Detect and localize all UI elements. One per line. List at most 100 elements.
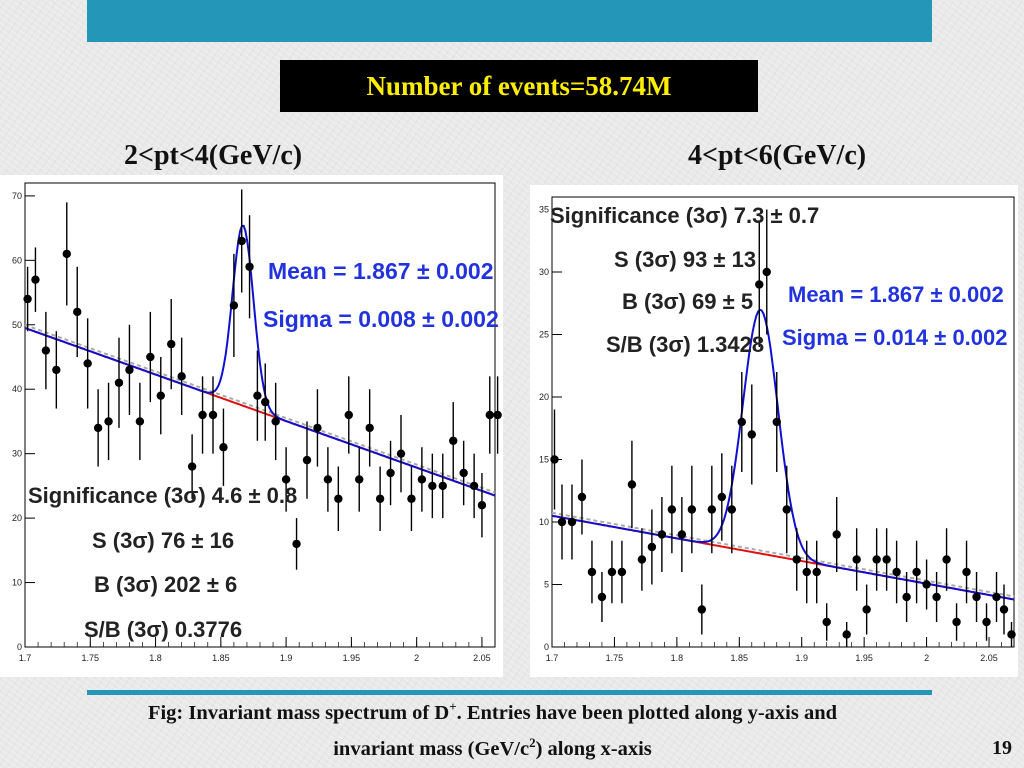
data-point	[962, 567, 971, 577]
data-point	[93, 423, 103, 433]
data-point	[253, 391, 262, 400]
total-fit-line	[24, 224, 496, 497]
x-tick-label: 1.75	[82, 653, 100, 663]
data-point	[167, 339, 176, 349]
x-tick-label: 1.95	[343, 653, 361, 663]
x-tick-label: 1.85	[731, 653, 749, 663]
data-point	[245, 262, 254, 271]
data-point	[313, 423, 322, 433]
stat-sb-right: S/B (3σ) 1.3428	[606, 332, 764, 357]
data-point	[812, 567, 821, 577]
stat-b-right: B (3σ) 69 ± 5	[622, 289, 753, 314]
data-point	[83, 359, 92, 368]
data-point	[219, 443, 228, 452]
y-tick-label: 10	[539, 517, 549, 527]
reference-fit-line	[551, 511, 1015, 598]
y-tick-label: 60	[12, 255, 22, 265]
stat-sb-left: S/B (3σ) 0.3776	[84, 617, 242, 642]
data-point	[459, 468, 468, 478]
y-tick-label: 5	[544, 580, 549, 590]
data-point	[237, 236, 246, 246]
data-point	[597, 592, 607, 602]
data-point	[772, 417, 781, 427]
data-point	[271, 417, 280, 426]
caption-line2-a: invariant mass (GeV/c	[333, 737, 530, 760]
data-point	[355, 475, 364, 484]
data-point	[438, 481, 447, 491]
data-point	[135, 417, 145, 426]
data-point	[292, 539, 301, 549]
page-number: 19	[992, 737, 1012, 759]
x-tick-label: 1.9	[280, 653, 293, 663]
stat-significance-right: Significance (3σ) 7.3 ± 0.7	[550, 203, 819, 228]
data-point	[782, 505, 791, 514]
data-point	[323, 475, 333, 484]
data-point	[417, 475, 427, 484]
data-point	[627, 480, 637, 489]
x-tick-label: 1.7	[19, 653, 32, 663]
data-point	[617, 567, 627, 577]
data-point	[717, 492, 727, 502]
x-tick-label: 1.75	[606, 653, 624, 663]
data-point	[647, 542, 657, 552]
data-point	[407, 494, 416, 503]
x-tick-label: 1.8	[149, 653, 162, 663]
data-point	[942, 555, 951, 564]
data-point	[687, 505, 697, 514]
data-point	[344, 410, 353, 420]
data-point	[657, 530, 667, 539]
chart-panel-left: 1.7 1.75 1.8 1.85 1.9 1.95 2 2.05 0 10 20 30 40 50 60 7…	[0, 175, 503, 677]
data-point	[198, 410, 207, 420]
data-point	[41, 346, 51, 355]
stat-mean-left: Mean = 1.867 ± 0.002	[268, 258, 494, 284]
y-tick-label: 50	[12, 320, 22, 330]
data-point	[493, 410, 502, 420]
data-point	[637, 555, 647, 564]
x-tick-label: 2	[924, 653, 929, 663]
chart-panel-right: 1.7 1.75 1.8 1.85 1.9 1.95 2 2.05 0 5 10 15 20 25 30 35…	[530, 185, 1018, 677]
bin-label-right: 4<pt<6(GeV/c)	[688, 140, 867, 171]
data-point	[999, 605, 1009, 614]
data-point	[762, 267, 771, 277]
data-point	[365, 423, 374, 433]
data-point	[822, 617, 831, 627]
y-tick-label: 25	[539, 330, 549, 340]
data-point	[557, 517, 567, 527]
data-point	[577, 492, 587, 502]
data-point	[52, 365, 61, 375]
caption-line2-sup: 2	[529, 734, 536, 750]
data-point	[302, 455, 312, 465]
data-point	[177, 372, 186, 381]
data-point	[334, 494, 343, 503]
y-tick-label: 20	[12, 513, 22, 523]
data-point	[697, 605, 707, 614]
data-point	[567, 517, 577, 527]
data-point	[852, 555, 861, 564]
x-tick-label: 1.8	[671, 653, 684, 663]
chart-right: 1.7 1.75 1.8 1.85 1.9 1.95 2 2.05 0 5 10 15 20 25 30 35…	[539, 196, 1016, 663]
stat-b-left: B (3σ) 202 ± 6	[94, 572, 237, 597]
x-tick-label: 1.95	[855, 653, 873, 663]
x-tick-label: 2.05	[980, 653, 998, 663]
data-point	[932, 592, 941, 602]
stat-sigma-left: Sigma = 0.008 ± 0.002	[263, 306, 499, 332]
y-tick-label: 35	[539, 205, 549, 215]
stat-mean-right: Mean = 1.867 ± 0.002	[788, 282, 1004, 307]
data-point	[73, 307, 82, 317]
events-title: Number of events=58.74M	[280, 60, 758, 112]
data-point	[386, 468, 395, 478]
data-point	[485, 410, 494, 420]
stat-s-right: S (3σ) 93 ± 13	[614, 247, 756, 272]
top-banner	[87, 0, 932, 42]
data-point	[114, 378, 124, 387]
data-point	[428, 481, 437, 491]
data-point	[449, 436, 458, 445]
y-tick-label: 10	[12, 578, 22, 588]
data-point	[992, 592, 1001, 602]
data-point	[892, 567, 901, 577]
chart-left: 1.7 1.75 1.8 1.85 1.9 1.95 2 2.05 0 10 20 30 40 50 60 7…	[12, 182, 502, 663]
x-tick-label: 2.05	[473, 653, 491, 663]
data-point	[208, 410, 218, 420]
data-point	[550, 455, 559, 464]
data-point	[607, 567, 617, 577]
